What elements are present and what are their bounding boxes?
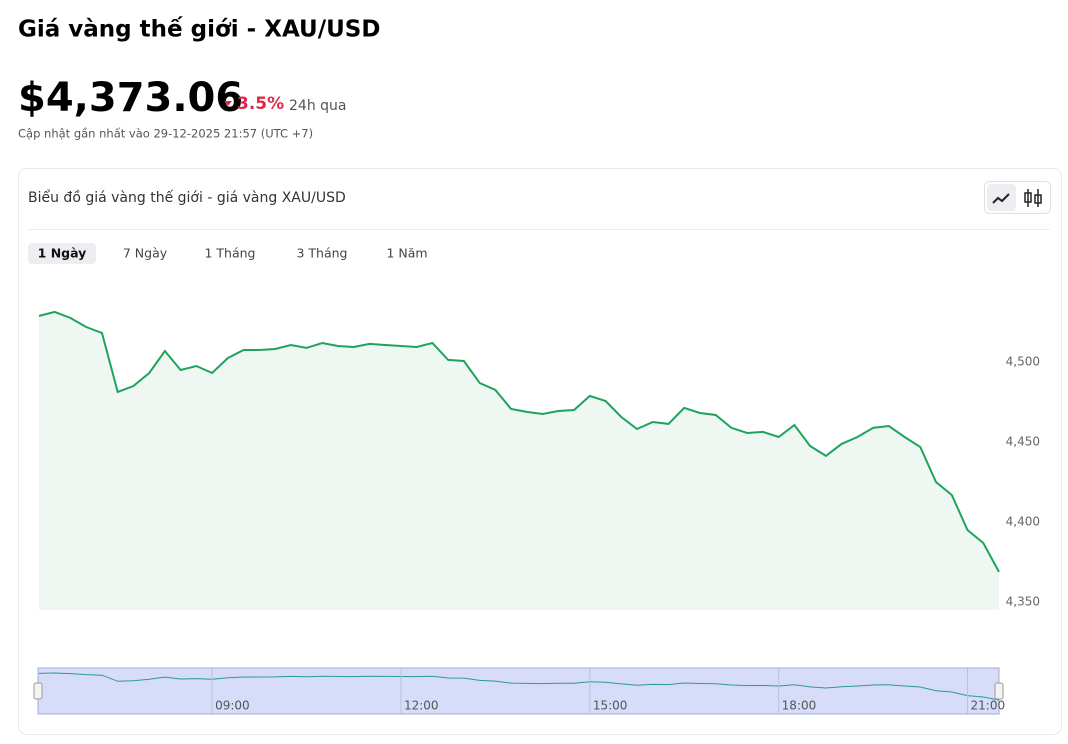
- x-tick-label: 18:00: [782, 699, 817, 713]
- price-line: [38, 310, 1000, 573]
- navigator-line: [38, 672, 1000, 701]
- y-tick-label: 4,350: [1006, 595, 1040, 609]
- tab[interactable]: 3 Tháng: [296, 246, 347, 261]
- navigator-handle[interactable]: [33, 682, 43, 700]
- x-tick-label: 12:00: [404, 699, 439, 713]
- line-icon: [992, 193, 1010, 204]
- price: $4,373.06: [18, 75, 243, 121]
- tab-selected-bg: [28, 243, 96, 264]
- down-arrow: [224, 101, 232, 106]
- y-tick-label: 4,500: [1006, 355, 1040, 369]
- updated-time: Cập nhật gần nhất vào 29-12-2025 21:57 (…: [18, 127, 313, 141]
- candlestick-button[interactable]: [1024, 189, 1042, 207]
- x-tick-label: 15:00: [593, 699, 628, 713]
- area: [39, 311, 999, 610]
- x-tick-label: 21:00: [971, 699, 1006, 713]
- y-tick-label: 4,450: [1006, 435, 1040, 449]
- line-chart-button[interactable]: [987, 184, 1016, 211]
- tab[interactable]: 1 Ngày: [38, 246, 87, 261]
- tab[interactable]: 7 Ngày: [123, 246, 168, 261]
- navigator: [37, 667, 1000, 715]
- page-title: Giá vàng thế giới - XAU/USD: [18, 16, 380, 43]
- y-tick-label: 4,400: [1006, 515, 1040, 529]
- chart-title: Biểu đồ giá vàng thế giới - giá vàng XAU…: [28, 189, 346, 206]
- price-change: 3.5%: [237, 94, 284, 114]
- tab[interactable]: 1 Năm: [386, 246, 427, 261]
- navigator-handle[interactable]: [994, 682, 1004, 700]
- tab[interactable]: 1 Tháng: [204, 246, 255, 261]
- x-tick-label: 09:00: [215, 699, 250, 713]
- change-period: 24h qua: [289, 98, 346, 114]
